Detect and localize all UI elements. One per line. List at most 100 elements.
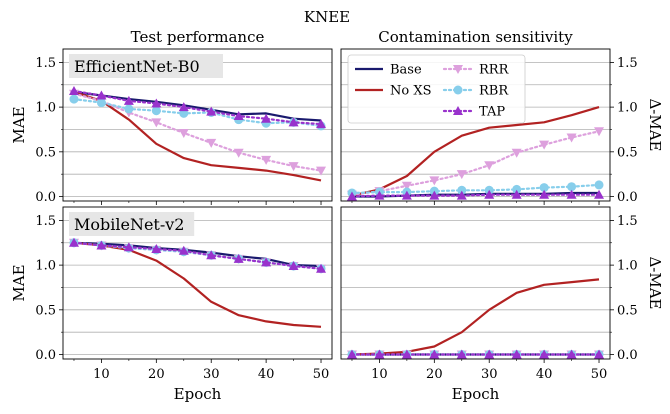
legend-label: RBR: [479, 84, 509, 99]
data-point: [594, 180, 604, 190]
panel-label: MobileNet-v2: [74, 215, 184, 234]
legend-label: RRR: [479, 63, 510, 78]
data-point: [566, 189, 577, 199]
data-point: [96, 98, 106, 108]
y-tick-label: 1.0: [617, 259, 638, 274]
legend-label: Base: [390, 63, 422, 78]
data-point: [179, 108, 189, 118]
data-point: [288, 162, 299, 172]
data-point: [374, 190, 385, 200]
panel-1: [59, 48, 333, 205]
data-point: [178, 102, 189, 112]
y-tick-label: 1.5: [35, 56, 56, 71]
data-point: [594, 349, 605, 359]
y-axis-label: Δ-MAE: [646, 256, 664, 309]
data-point: [261, 113, 272, 123]
x-tick-label: 40: [258, 367, 275, 382]
data-point: [484, 349, 495, 359]
y-tick-label: 0.5: [35, 303, 56, 318]
data-point: [206, 250, 217, 260]
y-tick-label: 0.5: [35, 145, 56, 160]
series-line-no-xs: [351, 106, 600, 197]
panel-4: [340, 206, 614, 363]
data-point: [124, 104, 134, 114]
data-point: [233, 253, 244, 263]
data-point: [512, 184, 522, 194]
data-point: [539, 183, 549, 193]
x-tick-label: 10: [371, 367, 388, 382]
x-tick-label: 20: [148, 367, 165, 382]
series-line-rrr: [72, 92, 323, 172]
panel-label: EfficientNet-B0: [74, 57, 200, 76]
data-point: [401, 181, 412, 191]
data-point: [316, 119, 327, 129]
data-point: [261, 257, 272, 267]
y-tick-label: 0.0: [35, 190, 56, 205]
data-point: [123, 242, 134, 252]
x-axis-label: Epoch: [174, 385, 222, 403]
series-line-rbr: [350, 183, 601, 195]
data-point: [96, 240, 107, 250]
data-point: [151, 106, 161, 116]
data-point: [206, 106, 217, 116]
legend-marker: [453, 65, 463, 74]
data-point: [511, 148, 522, 158]
panel-title: Contamination sensitivity: [378, 28, 573, 46]
legend: Base No XS RRR RBR TAP: [347, 54, 526, 124]
legend-marker: [453, 106, 463, 115]
data-point: [233, 148, 244, 158]
data-point: [539, 349, 550, 359]
data-point: [261, 155, 272, 165]
axes-frame: [340, 206, 611, 360]
series-line-rrr: [350, 130, 601, 196]
data-point: [539, 140, 550, 150]
legend-marker: [453, 85, 463, 95]
series-line-tap: [350, 193, 601, 198]
panel-label-box: [69, 212, 195, 236]
series-line-tap: [72, 89, 323, 126]
y-tick-label: 0.5: [617, 145, 638, 160]
data-point: [123, 95, 134, 105]
data-point: [456, 349, 467, 359]
y-tick-label: 1.0: [617, 101, 638, 116]
y-tick-label: 0.0: [617, 348, 638, 363]
data-point: [151, 98, 162, 108]
data-point: [316, 166, 327, 176]
data-point: [429, 190, 440, 200]
y-tick-label: 1.5: [617, 214, 638, 229]
axes-frame: [62, 206, 333, 360]
y-axis-label: MAE: [10, 106, 28, 143]
y-axis-label: Δ-MAE: [646, 98, 664, 151]
x-tick-label: 10: [93, 367, 110, 382]
series-line-no-xs: [351, 278, 600, 356]
series-line-tap: [72, 241, 323, 270]
data-point: [288, 117, 299, 127]
axes-frame: [62, 48, 333, 202]
data-point: [457, 185, 467, 195]
data-point: [316, 263, 327, 273]
data-point: [151, 244, 162, 254]
data-point: [346, 191, 357, 201]
data-point: [484, 161, 495, 171]
x-axis-label: Epoch: [452, 385, 500, 403]
data-point: [374, 349, 385, 359]
data-point: [567, 182, 577, 192]
y-tick-label: 0.0: [617, 190, 638, 205]
x-tick-label: 40: [536, 367, 553, 382]
data-point: [594, 127, 605, 137]
figure-suptitle: KNEE: [304, 8, 350, 26]
legend-label: No XS: [390, 84, 432, 99]
data-point: [594, 189, 605, 199]
data-point: [178, 129, 189, 139]
legend-label: TAP: [479, 105, 505, 120]
panel-label-box: [69, 54, 223, 78]
y-tick-label: 0.0: [35, 348, 56, 363]
data-point: [511, 189, 522, 199]
data-point: [288, 261, 299, 271]
series-line-base: [73, 241, 322, 268]
x-tick-label: 30: [203, 367, 220, 382]
data-point: [566, 133, 577, 143]
data-point: [511, 349, 522, 359]
series-line-no-xs: [73, 90, 322, 182]
